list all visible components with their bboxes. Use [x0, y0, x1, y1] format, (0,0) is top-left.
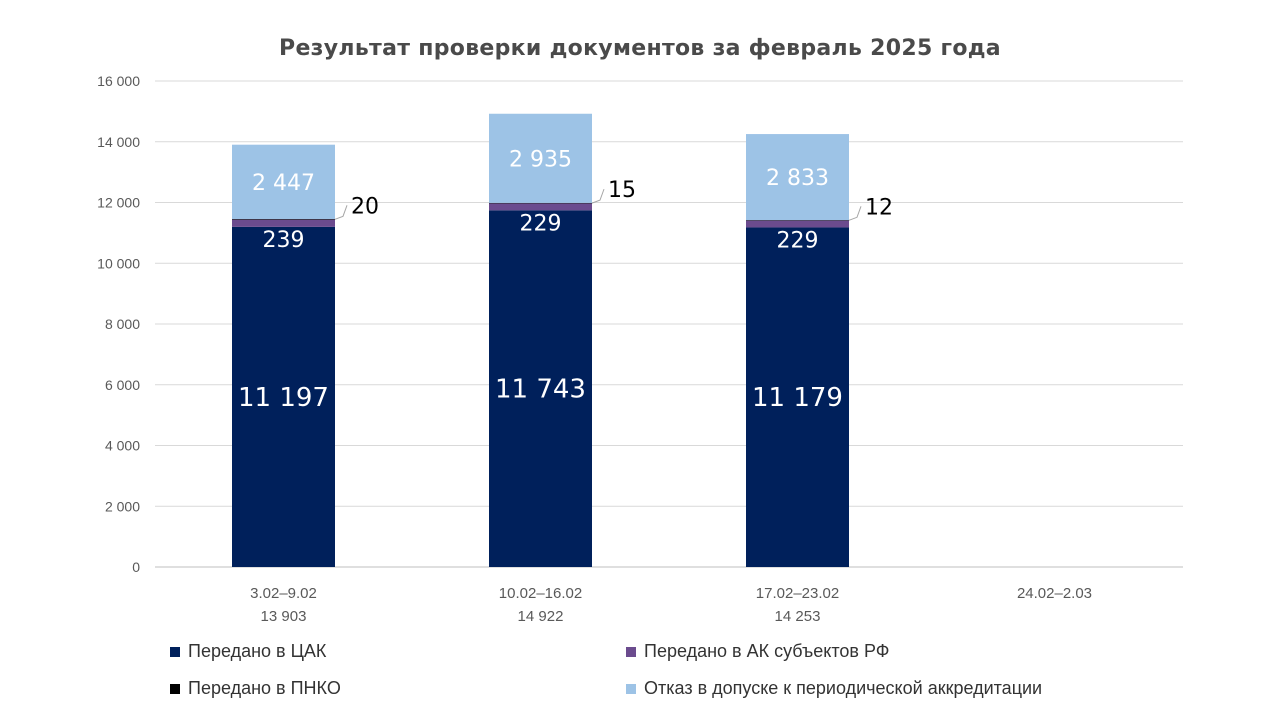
- bar-segment-2: [746, 220, 849, 221]
- chart-title: Результат проверки документов за февраль…: [279, 36, 1001, 61]
- data-label-pnko: 15: [608, 178, 636, 203]
- bar-segment-0: [746, 227, 849, 568]
- legend-swatch-cak: [170, 646, 180, 657]
- legend-swatch-pnko: [170, 683, 180, 694]
- y-tick-label: 4 000: [105, 438, 140, 454]
- y-tick-label: 12 000: [97, 195, 140, 211]
- y-tick-label: 2 000: [105, 498, 140, 514]
- legend-label-pnko: Передано в ПНКО: [188, 678, 341, 698]
- x-tick-total: 14 922: [518, 608, 564, 625]
- bar-segment-3: [746, 134, 849, 221]
- bar-segment-1: [489, 203, 592, 211]
- y-tick-label: 10 000: [97, 255, 140, 271]
- data-label-refusal: 2 833: [766, 166, 829, 191]
- legend-swatch-refusal: [626, 683, 636, 694]
- bar-segment-2: [232, 219, 335, 220]
- data-label-refusal: 2 935: [509, 147, 572, 172]
- legend-item-cak: Передано в ЦАК: [170, 641, 326, 662]
- data-label-cak: 11 179: [752, 383, 843, 413]
- legend-item-pnko: Передано в ПНКО: [170, 678, 341, 699]
- data-label-pnko: 20: [351, 194, 379, 219]
- y-tick-label: 0: [132, 559, 140, 575]
- x-tick-total: 13 903: [261, 608, 307, 625]
- x-tick-label: 24.02–2.03: [1017, 585, 1092, 602]
- data-label-leader: [848, 206, 862, 221]
- data-label-cak: 11 743: [495, 375, 586, 405]
- legend-item-ak: Передано в АК субъектов РФ: [626, 641, 889, 662]
- bar-segment-3: [489, 113, 592, 203]
- x-tick-label: 17.02–23.02: [756, 585, 839, 602]
- legend-label-refusal: Отказ в допуске к периодической аккредит…: [644, 678, 1043, 698]
- legend-label-ak: Передано в АК субъектов РФ: [644, 641, 890, 661]
- x-tick-label: 3.02–9.02: [250, 585, 317, 602]
- x-tick-label: 10.02–16.02: [499, 585, 582, 602]
- y-tick-label: 14 000: [97, 134, 140, 150]
- x-tick-total: 14 253: [775, 608, 821, 625]
- legend-swatch-ak: [626, 646, 636, 657]
- data-label-ak: 229: [520, 211, 562, 236]
- y-tick-label: 6 000: [105, 377, 140, 393]
- legend-label-cak: Передано в ЦАК: [188, 641, 327, 661]
- data-label-ak: 239: [263, 228, 305, 253]
- bar-segment-2: [489, 202, 592, 204]
- bar-segment-1: [746, 220, 849, 228]
- data-label-leader: [334, 205, 348, 220]
- data-label-ak: 229: [777, 228, 819, 253]
- bar-segment-0: [489, 210, 592, 567]
- data-label-leader: [591, 188, 605, 204]
- bar-segment-0: [232, 226, 335, 568]
- y-tick-label: 16 000: [97, 73, 140, 89]
- legend-item-refusal: Отказ в допуске к периодической аккредит…: [626, 678, 1042, 699]
- bar-segment-1: [232, 219, 335, 227]
- data-label-pnko: 12: [865, 195, 893, 220]
- data-label-refusal: 2 447: [252, 171, 315, 196]
- y-tick-label: 8 000: [105, 316, 140, 332]
- data-label-cak: 11 197: [238, 383, 329, 413]
- bar-segment-3: [232, 144, 335, 220]
